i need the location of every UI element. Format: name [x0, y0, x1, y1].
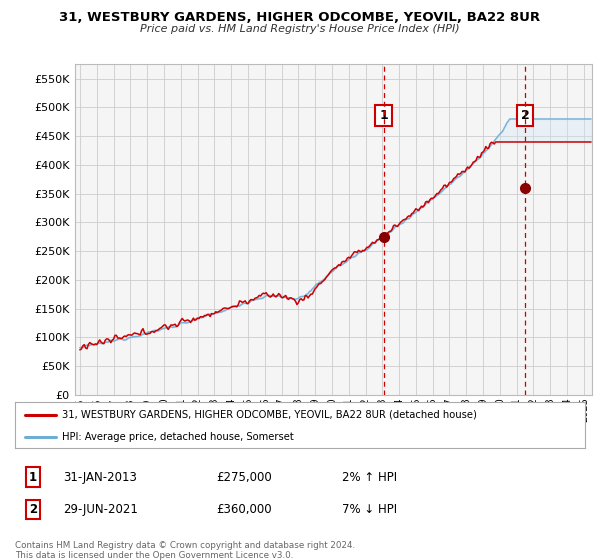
Text: Contains HM Land Registry data © Crown copyright and database right 2024.
This d: Contains HM Land Registry data © Crown c…: [15, 541, 355, 560]
Text: Price paid vs. HM Land Registry's House Price Index (HPI): Price paid vs. HM Land Registry's House …: [140, 24, 460, 34]
Text: 31, WESTBURY GARDENS, HIGHER ODCOMBE, YEOVIL, BA22 8UR (detached house): 31, WESTBURY GARDENS, HIGHER ODCOMBE, YE…: [62, 409, 476, 419]
Text: 2: 2: [521, 109, 529, 122]
Text: HPI: Average price, detached house, Somerset: HPI: Average price, detached house, Some…: [62, 432, 293, 442]
Text: 1: 1: [29, 470, 37, 484]
Text: 2: 2: [29, 503, 37, 516]
Text: 2% ↑ HPI: 2% ↑ HPI: [342, 470, 397, 484]
Text: 1: 1: [379, 109, 388, 122]
Text: 31, WESTBURY GARDENS, HIGHER ODCOMBE, YEOVIL, BA22 8UR: 31, WESTBURY GARDENS, HIGHER ODCOMBE, YE…: [59, 11, 541, 24]
Text: 29-JUN-2021: 29-JUN-2021: [63, 503, 138, 516]
Text: £275,000: £275,000: [216, 470, 272, 484]
Text: 31-JAN-2013: 31-JAN-2013: [63, 470, 137, 484]
Text: 7% ↓ HPI: 7% ↓ HPI: [342, 503, 397, 516]
Text: £360,000: £360,000: [216, 503, 272, 516]
